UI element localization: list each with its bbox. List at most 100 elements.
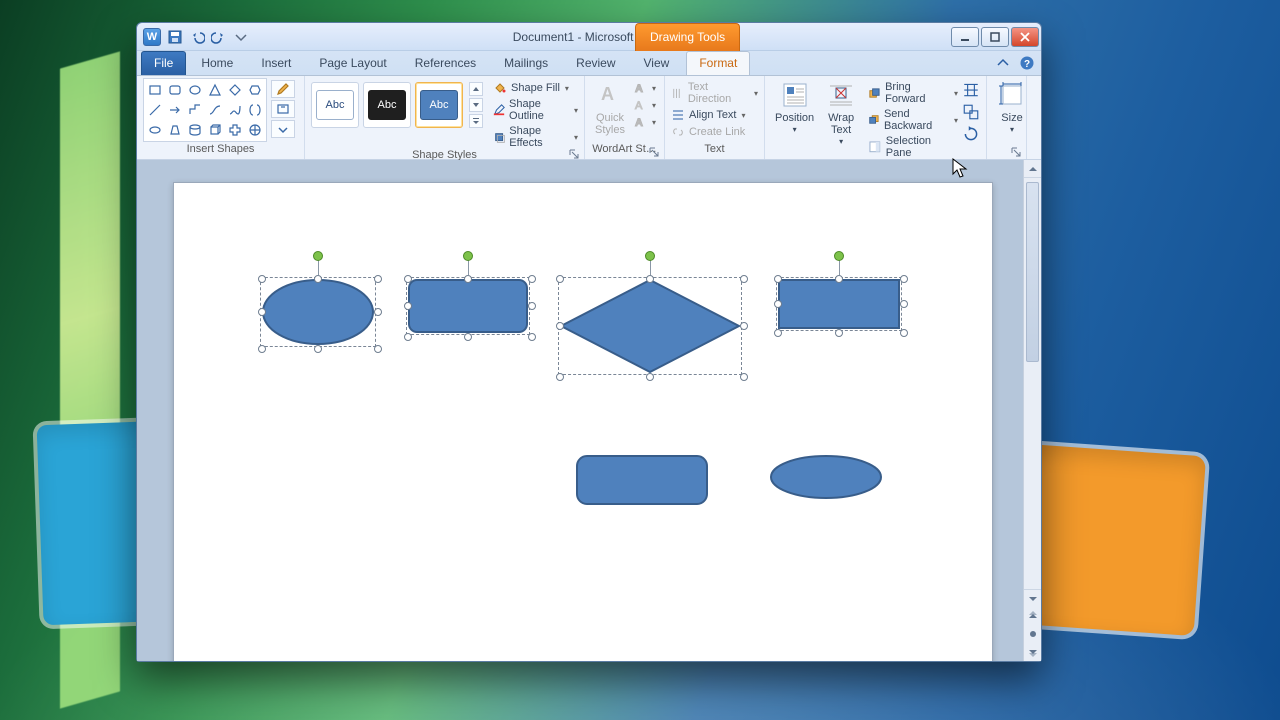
create-link-button: Create Link bbox=[671, 125, 758, 139]
gallery-shape-diamond[interactable] bbox=[226, 81, 244, 99]
position-button[interactable]: Position▾ bbox=[771, 78, 818, 137]
shape-roundrect1[interactable] bbox=[408, 279, 528, 333]
group-label-wordart: WordArt St… bbox=[591, 143, 658, 159]
text-outline-button: A▾ bbox=[633, 98, 656, 112]
gallery-shape-roundrect[interactable] bbox=[166, 81, 184, 99]
redo-icon[interactable] bbox=[211, 29, 227, 45]
style-swatch-2[interactable]: Abc bbox=[363, 82, 411, 128]
send-backward-button[interactable]: Send Backward▾ bbox=[868, 108, 958, 132]
size-launcher[interactable] bbox=[1010, 146, 1022, 158]
style-swatch-3[interactable]: Abc bbox=[415, 82, 463, 128]
gallery-shape-elbow[interactable] bbox=[186, 101, 204, 119]
scroll-thumb[interactable] bbox=[1026, 182, 1039, 362]
align-button[interactable] bbox=[962, 81, 980, 99]
group-shape-styles: Abc Abc Abc Shape Fill▾ bbox=[305, 76, 585, 159]
tab-format[interactable]: Format bbox=[686, 51, 750, 75]
maximize-button[interactable] bbox=[981, 27, 1009, 47]
browse-object[interactable] bbox=[1024, 625, 1041, 643]
quick-styles-icon: A bbox=[595, 80, 625, 110]
shapes-more-button[interactable] bbox=[271, 120, 295, 138]
svg-text:A: A bbox=[635, 100, 643, 112]
gallery-shape-arrow[interactable] bbox=[166, 101, 184, 119]
size-button[interactable]: Size▾ bbox=[993, 78, 1031, 137]
position-icon bbox=[780, 80, 810, 110]
gallery-shape-can[interactable] bbox=[186, 121, 204, 139]
group-text: Text Direction▾ Align Text▾ Create Link … bbox=[665, 76, 765, 159]
vertical-scrollbar[interactable] bbox=[1023, 160, 1041, 661]
textbox-button[interactable] bbox=[271, 100, 295, 118]
group-button[interactable] bbox=[962, 103, 980, 121]
size-icon bbox=[997, 80, 1027, 110]
shape-outline-button[interactable]: Shape Outline▾ bbox=[493, 98, 578, 122]
shape-fill-button[interactable]: Shape Fill▾ bbox=[493, 81, 578, 95]
shape-ellipse2[interactable] bbox=[770, 455, 882, 499]
scroll-up[interactable] bbox=[1024, 160, 1041, 178]
tab-file[interactable]: File bbox=[141, 51, 186, 75]
gallery-shape-hex[interactable] bbox=[246, 81, 264, 99]
svg-text:A: A bbox=[635, 83, 643, 95]
style-more[interactable] bbox=[469, 114, 483, 128]
wrap-text-button[interactable]: Wrap Text▾ bbox=[822, 78, 860, 149]
wrap-text-icon bbox=[826, 80, 856, 110]
shape-effects-button[interactable]: Shape Effects▾ bbox=[493, 125, 578, 149]
prev-page[interactable] bbox=[1024, 607, 1041, 625]
minimize-ribbon-icon[interactable] bbox=[995, 55, 1011, 71]
help-icon[interactable]: ? bbox=[1019, 55, 1035, 71]
tab-home[interactable]: Home bbox=[188, 51, 246, 75]
gallery-shape-free[interactable] bbox=[226, 101, 244, 119]
gallery-shape-trap[interactable] bbox=[166, 121, 184, 139]
gallery-shape-brace[interactable] bbox=[246, 101, 264, 119]
shape-rect1[interactable] bbox=[778, 279, 900, 329]
shape-ellipse1[interactable] bbox=[262, 279, 374, 345]
svg-text:A: A bbox=[635, 117, 643, 129]
shape-styles-launcher[interactable] bbox=[568, 148, 580, 160]
close-button[interactable] bbox=[1011, 27, 1039, 47]
text-direction-button: Text Direction▾ bbox=[671, 81, 758, 105]
tab-review[interactable]: Review bbox=[563, 51, 628, 75]
svg-text:A: A bbox=[601, 84, 614, 104]
gallery-shape-star[interactable] bbox=[246, 121, 264, 139]
shape-roundrect2[interactable] bbox=[576, 455, 708, 505]
qat-customize-icon[interactable] bbox=[233, 29, 249, 45]
quick-access-toolbar: W bbox=[137, 28, 249, 46]
selection-pane-button[interactable]: Selection Pane bbox=[868, 135, 958, 159]
style-gallery[interactable]: Abc Abc Abc bbox=[311, 78, 483, 128]
minimize-button[interactable] bbox=[951, 27, 979, 47]
effects-icon bbox=[493, 130, 505, 144]
gallery-shape-line[interactable] bbox=[146, 101, 164, 119]
gallery-shape-triangle[interactable] bbox=[206, 81, 224, 99]
tab-insert[interactable]: Insert bbox=[248, 51, 304, 75]
contextual-tab-drawing-tools: Drawing Tools bbox=[635, 23, 740, 51]
gallery-shape-cube[interactable] bbox=[206, 121, 224, 139]
gallery-shape-rect[interactable] bbox=[146, 81, 164, 99]
tab-page-layout[interactable]: Page Layout bbox=[306, 51, 399, 75]
wordart-launcher[interactable] bbox=[648, 146, 660, 158]
gallery-shape-plus[interactable] bbox=[226, 121, 244, 139]
edit-shape-button[interactable] bbox=[271, 80, 295, 98]
tab-mailings[interactable]: Mailings bbox=[491, 51, 561, 75]
save-icon[interactable] bbox=[167, 29, 183, 45]
style-prev-row[interactable] bbox=[469, 82, 483, 96]
link-icon bbox=[671, 125, 685, 139]
page[interactable] bbox=[173, 182, 993, 661]
group-label-text: Text bbox=[671, 143, 758, 159]
word-app-icon[interactable]: W bbox=[143, 28, 161, 46]
shapes-gallery[interactable] bbox=[143, 78, 267, 142]
gallery-shape-curve[interactable] bbox=[206, 101, 224, 119]
style-swatch-1[interactable]: Abc bbox=[311, 82, 359, 128]
document-area bbox=[137, 160, 1041, 661]
scroll-down[interactable] bbox=[1024, 589, 1041, 607]
group-size: Size▾ bbox=[987, 76, 1027, 159]
gallery-shape-ellipse[interactable] bbox=[186, 81, 204, 99]
gallery-shape-oval2[interactable] bbox=[146, 121, 164, 139]
undo-icon[interactable] bbox=[189, 29, 205, 45]
next-page[interactable] bbox=[1024, 643, 1041, 661]
style-next-row[interactable] bbox=[469, 98, 483, 112]
tab-references[interactable]: References bbox=[402, 51, 489, 75]
tab-view[interactable]: View bbox=[631, 51, 683, 75]
bring-forward-button[interactable]: Bring Forward▾ bbox=[868, 81, 958, 105]
rotate-button[interactable] bbox=[962, 125, 980, 143]
shape-diamond1[interactable] bbox=[560, 279, 740, 373]
title-bar: W Document1 - Microsoft Word Drawing Too… bbox=[137, 23, 1041, 51]
align-text-button[interactable]: Align Text▾ bbox=[671, 108, 758, 122]
